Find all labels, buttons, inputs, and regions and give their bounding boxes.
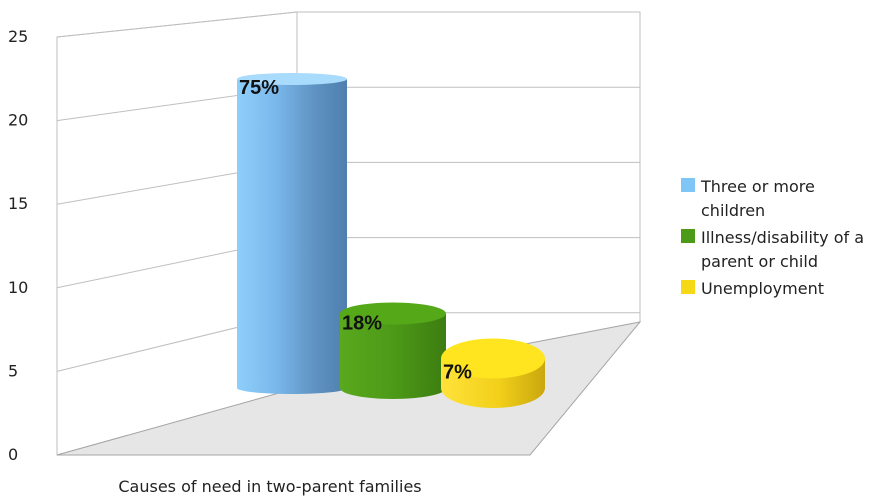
- legend-label: Three or more children: [701, 177, 815, 220]
- y-tick-label: 0: [8, 445, 18, 464]
- legend-label: Illness/disability of a parent or child: [701, 228, 865, 271]
- legend-swatch-green: [681, 229, 695, 243]
- bar: 7%: [441, 338, 545, 408]
- bar-top: [340, 302, 446, 325]
- legend: Three or more children Illness/disabilit…: [681, 175, 871, 304]
- y-tick-label: 10: [8, 278, 28, 297]
- legend-item-unemployment: Unemployment: [681, 277, 871, 301]
- gridline-side: [56, 11, 298, 38]
- data-label: 18%: [342, 313, 382, 335]
- legend-swatch-yellow: [681, 280, 695, 294]
- bar: 75%: [237, 73, 347, 394]
- bars: 75% 18% 7%: [237, 73, 545, 408]
- bar: 18%: [340, 302, 446, 399]
- y-tick-label: 25: [8, 27, 28, 46]
- y-axis-ticks: 0 5 10 15 20 25: [8, 27, 28, 464]
- x-axis-label: Causes of need in two-parent families: [118, 477, 421, 496]
- legend-swatch-blue: [681, 178, 695, 192]
- legend-label: Unemployment: [701, 279, 824, 298]
- y-tick-label: 15: [8, 194, 28, 213]
- y-tick-label: 5: [8, 361, 18, 380]
- bar-body: [237, 79, 347, 394]
- y-tick-label: 20: [8, 111, 28, 130]
- bar-body: [340, 313, 446, 399]
- legend-item-illness-disability: Illness/disability of a parent or child: [681, 226, 871, 274]
- legend-item-three-or-more-children: Three or more children: [681, 175, 871, 223]
- data-label: 7%: [443, 362, 472, 384]
- bar-top: [441, 338, 545, 379]
- data-label: 75%: [239, 77, 279, 99]
- bar-top: [237, 73, 347, 85]
